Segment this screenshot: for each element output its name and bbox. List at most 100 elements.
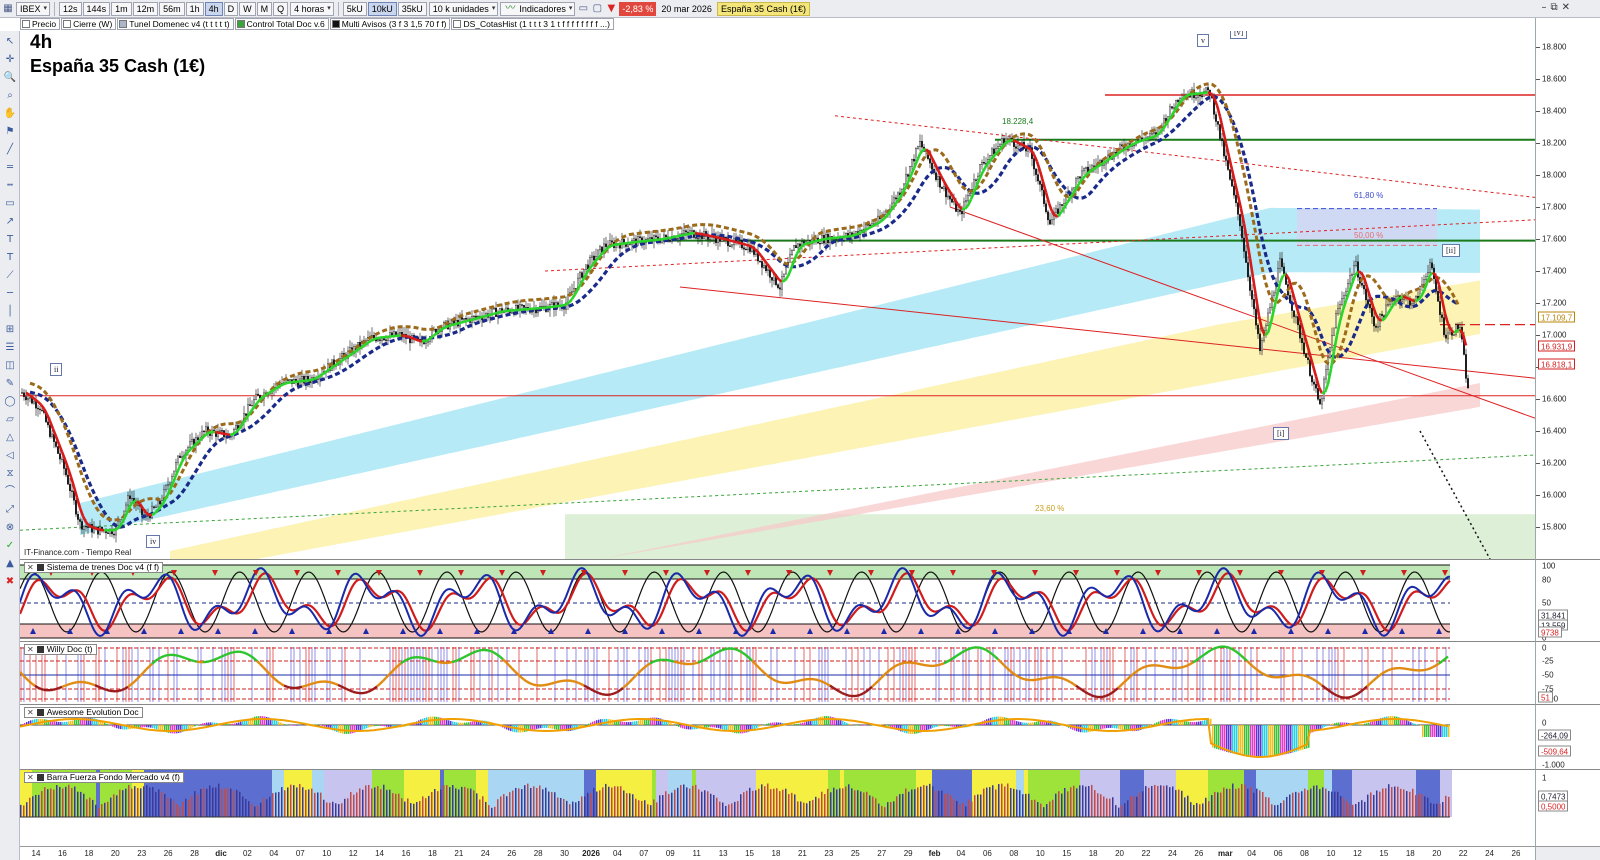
awesome-indicator-pane[interactable]: ✕ Awesome Evolution Doc	[20, 704, 1535, 769]
indicator-chip[interactable]: Precio	[20, 18, 61, 30]
volume-button-5kU[interactable]: 5kU	[342, 1, 367, 16]
delete-icon[interactable]: ✖	[5, 576, 15, 587]
price-axis[interactable]: 18.800 18.600 18.400 18.200 18.000 17.800 17.6…	[1535, 18, 1600, 559]
awesome-histogram-bar	[1282, 725, 1284, 755]
price-chart-pane[interactable]: 4h España 35 Cash (1€) ii iv v [v] [i] […	[20, 31, 1535, 559]
period-button-W[interactable]: W	[239, 1, 256, 16]
text-icon[interactable]: T	[6, 234, 14, 245]
cycles-icon[interactable]: ⧖	[6, 468, 14, 479]
zoom-area-icon[interactable]: ⌕	[7, 90, 13, 101]
cursor-icon[interactable]: ↖	[5, 36, 15, 47]
vline-icon[interactable]: │	[6, 306, 14, 317]
compare-icon[interactable]: ▭	[578, 3, 589, 14]
pencil-icon[interactable]: ✎	[5, 378, 15, 389]
gann-icon[interactable]: ☰	[5, 342, 15, 353]
up-icon[interactable]: ▲	[6, 558, 14, 569]
timeframe-select[interactable]: 4 horas ▾	[290, 1, 334, 16]
volume-button-35kU[interactable]: 35kU	[397, 1, 427, 16]
trendline-icon[interactable]: ╱	[6, 144, 14, 155]
arrow-icon[interactable]: ↗	[5, 216, 15, 227]
market-strength-bar	[968, 770, 972, 817]
flag-icon[interactable]: ⚑	[5, 126, 15, 137]
market-strength-bar	[1052, 770, 1056, 817]
channel-icon[interactable]: ⊞	[5, 324, 15, 335]
grid-icon[interactable]: ▦	[3, 3, 13, 14]
fib-icon[interactable]: ┅	[6, 180, 14, 191]
awesome-histogram-bar	[74, 719, 76, 725]
market-strength-histogram	[56, 784, 58, 817]
ray-icon[interactable]: ⟋	[6, 270, 14, 281]
market-strength-histogram	[1325, 788, 1327, 817]
close-panel-icon[interactable]: ✕	[27, 645, 34, 654]
polygon-icon[interactable]: ▱	[6, 414, 14, 425]
units-select[interactable]: 10 k unidades ▾	[428, 1, 499, 16]
market-strength-bar	[876, 770, 880, 817]
period-button-4h[interactable]: 4h	[204, 1, 223, 16]
willy-line-segment	[502, 658, 507, 664]
period-button-D[interactable]: D	[223, 1, 239, 16]
arc-icon[interactable]: ⌒	[5, 486, 15, 497]
close-panel-icon[interactable]: ✕	[27, 563, 34, 572]
fast-moving-average-segment	[565, 301, 570, 306]
indicator-chip[interactable]: Cierre (W)	[61, 18, 117, 30]
indicator-chip[interactable]: Multi Avisos (3 f 3 1,5 70 f f)	[329, 18, 451, 30]
indicator-chip[interactable]: Control Total Doc v.6	[234, 18, 329, 30]
triangle-icon[interactable]: △	[6, 432, 14, 443]
period-button-Q[interactable]: Q	[273, 1, 289, 16]
date-axis-label: 14	[375, 849, 385, 858]
willy-line-segment	[67, 682, 72, 686]
awesome-histogram-bar	[1402, 718, 1404, 725]
period-button-1h[interactable]: 1h	[185, 1, 204, 16]
restore-icon[interactable]: ⧉	[1550, 2, 1558, 13]
parallel-icon[interactable]: ═	[6, 162, 14, 173]
fullscreen-icon[interactable]: ▢	[592, 3, 603, 14]
close-panel-icon[interactable]: ✕	[27, 773, 34, 782]
period-button-M[interactable]: M	[256, 1, 273, 16]
period-button-144s[interactable]: 144s	[82, 1, 111, 16]
market-strength-histogram	[1442, 801, 1444, 817]
barra-fuerza-pane[interactable]: ✕ Barra Fuerza Fondo Mercado v4 (f)	[20, 769, 1535, 846]
indicator-chip[interactable]: DS_CotasHist (1 t t t 3 1 t f f f f f f …	[451, 18, 614, 30]
period-button-1m[interactable]: 1m	[111, 1, 132, 16]
fast-moving-average-segment	[888, 206, 895, 213]
elliott-icon[interactable]: ⊗	[5, 522, 15, 533]
measure-icon[interactable]: ◫	[5, 360, 15, 371]
awesome-histogram-bar	[880, 724, 882, 725]
pan-icon[interactable]: ✋	[3, 108, 17, 119]
awesome-histogram-bar	[1036, 721, 1038, 725]
willy-line-segment	[772, 678, 777, 682]
rectangle-icon[interactable]: ▭	[5, 198, 15, 209]
fast-moving-average-segment	[1302, 332, 1309, 345]
ellipse-icon[interactable]: ◯	[4, 396, 16, 407]
candle-body	[717, 235, 719, 243]
hline-icon[interactable]: ─	[6, 288, 14, 299]
willy-line-segment	[451, 660, 456, 664]
pitchfork-icon[interactable]: ◁	[6, 450, 14, 461]
zoom-icon[interactable]: 🔍	[3, 72, 17, 83]
period-button-56m[interactable]: 56m	[159, 1, 185, 16]
trenes-indicator-pane[interactable]: ✕ Sistema de trenes Doc v4 (f f)	[20, 559, 1535, 641]
projection-icon[interactable]: ⤢	[6, 504, 14, 515]
volume-button-10kU[interactable]: 10kU	[367, 1, 397, 16]
price-axis-tick	[1536, 463, 1540, 464]
awesome-histogram-bar	[224, 723, 226, 725]
willy-indicator-pane[interactable]: ✕ Willy Doc (t)	[20, 641, 1535, 704]
period-button-12m[interactable]: 12m	[132, 1, 159, 16]
awesome-histogram-bar	[208, 722, 210, 725]
close-icon[interactable]: ✕	[1561, 2, 1570, 13]
market-strength-bar	[1160, 770, 1164, 817]
label-icon[interactable]: T	[6, 252, 14, 263]
trenes-title: Sistema de trenes Doc v4 (f f)	[46, 562, 160, 572]
date-axis[interactable]: 14 16 18 20 23 26 28 dic 02 04 07 10 12 14 16 18 21 24 26 2…	[20, 846, 1535, 860]
check-icon[interactable]: ✓	[5, 540, 15, 551]
symbol-select[interactable]: IBEX ▾	[16, 1, 51, 16]
indicator-chip[interactable]: Tunel Domenec v4 (t t t t t)	[117, 18, 234, 30]
fast-moving-average-segment	[688, 232, 693, 236]
market-strength-histogram	[971, 801, 973, 817]
close-panel-icon[interactable]: ✕	[27, 708, 34, 717]
crosshair-icon[interactable]: ✛	[5, 54, 15, 65]
minimize-icon[interactable]: –	[1541, 2, 1547, 13]
candle-body	[551, 302, 553, 305]
indicators-button[interactable]: 〰 Indicadores ▾	[500, 1, 576, 16]
period-button-12s[interactable]: 12s	[59, 1, 82, 16]
